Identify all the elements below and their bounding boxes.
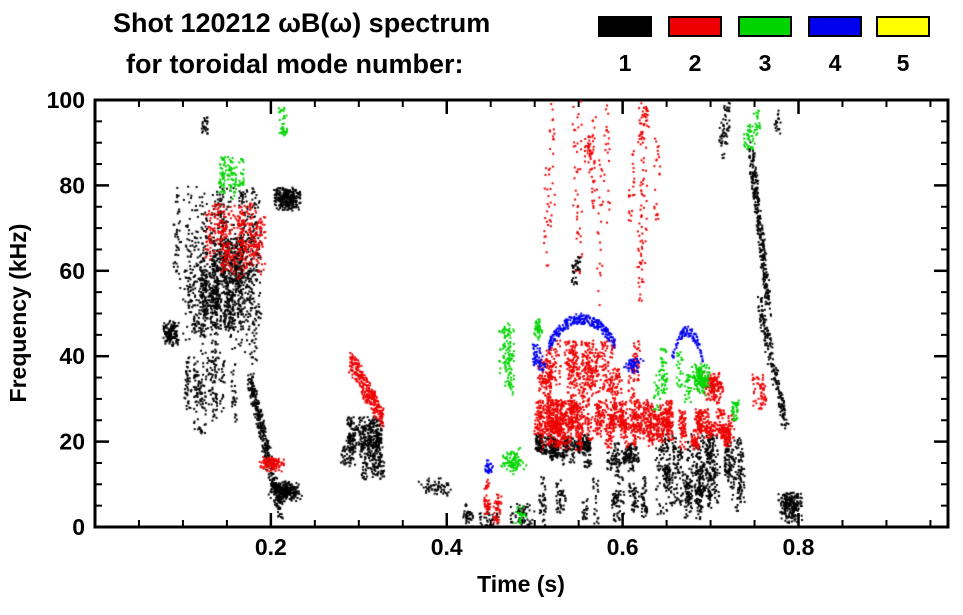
legend-swatch-n4: [808, 16, 862, 37]
y-tick-label: 40: [59, 343, 85, 369]
figure-title: Shot 120212 ωB(ω) spectrum: [113, 8, 491, 38]
y-axis-title: Frequency (kHz): [5, 224, 31, 403]
legend-label-n4: 4: [828, 50, 842, 76]
x-tick-label: 0.2: [255, 534, 287, 560]
x-tick-label: 0.8: [783, 534, 815, 560]
legend-swatch-n3: [738, 16, 792, 37]
x-axis-title: Time (s): [477, 571, 565, 597]
figure-subtitle: for toroidal mode number:: [126, 49, 464, 79]
x-tick-label: 0.4: [431, 534, 463, 560]
legend-label-n1: 1: [618, 50, 632, 76]
y-tick-label: 0: [72, 514, 85, 540]
legend-label-n3: 3: [758, 50, 772, 76]
tick-labels: 0.2 0.4 0.6 0.8 0 20 40 60 80 100: [47, 87, 815, 560]
legend-swatch-n1: [598, 16, 652, 37]
legend-swatch-n5: [876, 16, 930, 37]
x-tick-label: 0.6: [607, 534, 639, 560]
legend-swatch-n2: [668, 16, 722, 37]
y-tick-label: 100: [47, 87, 85, 113]
legend-label-n5: 5: [896, 50, 910, 76]
y-tick-label: 60: [59, 258, 85, 284]
legend-label-n2: 2: [688, 50, 702, 76]
y-tick-label: 80: [59, 172, 85, 198]
spectrogram-points-layer: [95, 100, 948, 527]
y-tick-label: 20: [59, 429, 85, 455]
